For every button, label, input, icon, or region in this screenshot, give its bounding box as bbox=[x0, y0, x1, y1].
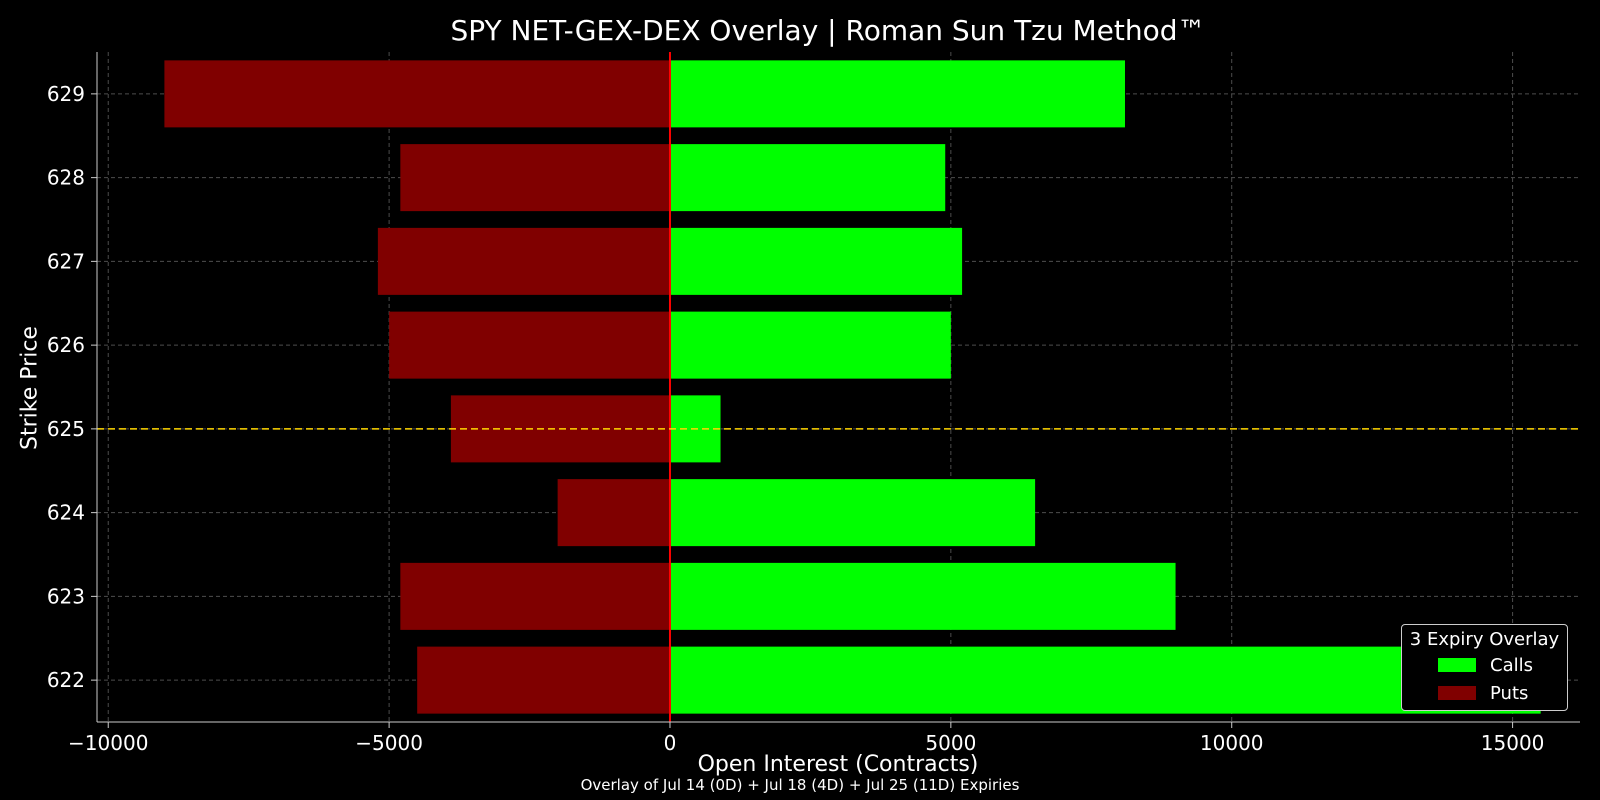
y-tick-label: 622 bbox=[47, 668, 85, 692]
y-tick-label: 627 bbox=[47, 249, 85, 273]
bar-calls-629 bbox=[669, 60, 1125, 128]
x-tick-label: −10000 bbox=[68, 731, 148, 755]
x-axis-label: Open Interest (Contracts) bbox=[697, 752, 979, 777]
axes bbox=[91, 52, 1580, 728]
chart-title: SPY NET-GEX-DEX Overlay | Roman Sun Tzu … bbox=[450, 14, 1206, 47]
bars bbox=[164, 60, 1541, 714]
legend-item-puts: Puts bbox=[1438, 681, 1528, 705]
bar-puts-626 bbox=[389, 311, 670, 379]
x-tick-label: 15000 bbox=[1481, 731, 1545, 755]
y-tick-label: 624 bbox=[47, 501, 85, 525]
chart-subtitle: Overlay of Jul 14 (0D) + Jul 18 (4D) + J… bbox=[580, 776, 1020, 794]
bar-puts-627 bbox=[377, 227, 670, 295]
y-tick-label: 626 bbox=[47, 333, 85, 357]
reference-lines bbox=[97, 52, 1580, 722]
y-tick-label: 623 bbox=[47, 584, 85, 608]
legend-item-calls: Calls bbox=[1438, 653, 1533, 677]
bar-calls-627 bbox=[669, 227, 963, 295]
x-tick-label: 5000 bbox=[925, 731, 976, 755]
bar-puts-623 bbox=[400, 562, 670, 630]
bar-calls-623 bbox=[669, 562, 1176, 630]
x-tick-label: −5000 bbox=[355, 731, 423, 755]
bar-puts-629 bbox=[164, 60, 670, 128]
legend-title: 3 Expiry Overlay bbox=[1409, 629, 1560, 650]
bar-puts-624 bbox=[557, 479, 670, 547]
y-tick-label: 625 bbox=[47, 417, 85, 441]
x-tick-label: 10000 bbox=[1200, 731, 1264, 755]
legend-label-calls: Calls bbox=[1490, 654, 1533, 676]
bar-calls-628 bbox=[669, 144, 946, 212]
legend-label-puts: Puts bbox=[1490, 682, 1529, 704]
legend: 3 Expiry Overlay Calls Puts bbox=[1401, 624, 1568, 711]
x-tick-label: 0 bbox=[664, 731, 677, 755]
bar-puts-622 bbox=[417, 646, 670, 714]
bar-calls-626 bbox=[669, 311, 951, 379]
bar-calls-624 bbox=[669, 479, 1036, 547]
tick-labels: −10000 −5000 0 5000 10000 15000 622 623 624 625 62… bbox=[47, 82, 1545, 755]
y-tick-label: 628 bbox=[47, 166, 85, 190]
bar-puts-628 bbox=[400, 144, 670, 212]
legend-swatch-puts bbox=[1438, 686, 1476, 700]
y-tick-label: 629 bbox=[47, 82, 85, 106]
bar-calls-622 bbox=[669, 646, 1541, 714]
y-axis-label: Strike Price bbox=[17, 326, 43, 450]
legend-swatch-calls bbox=[1438, 658, 1476, 672]
